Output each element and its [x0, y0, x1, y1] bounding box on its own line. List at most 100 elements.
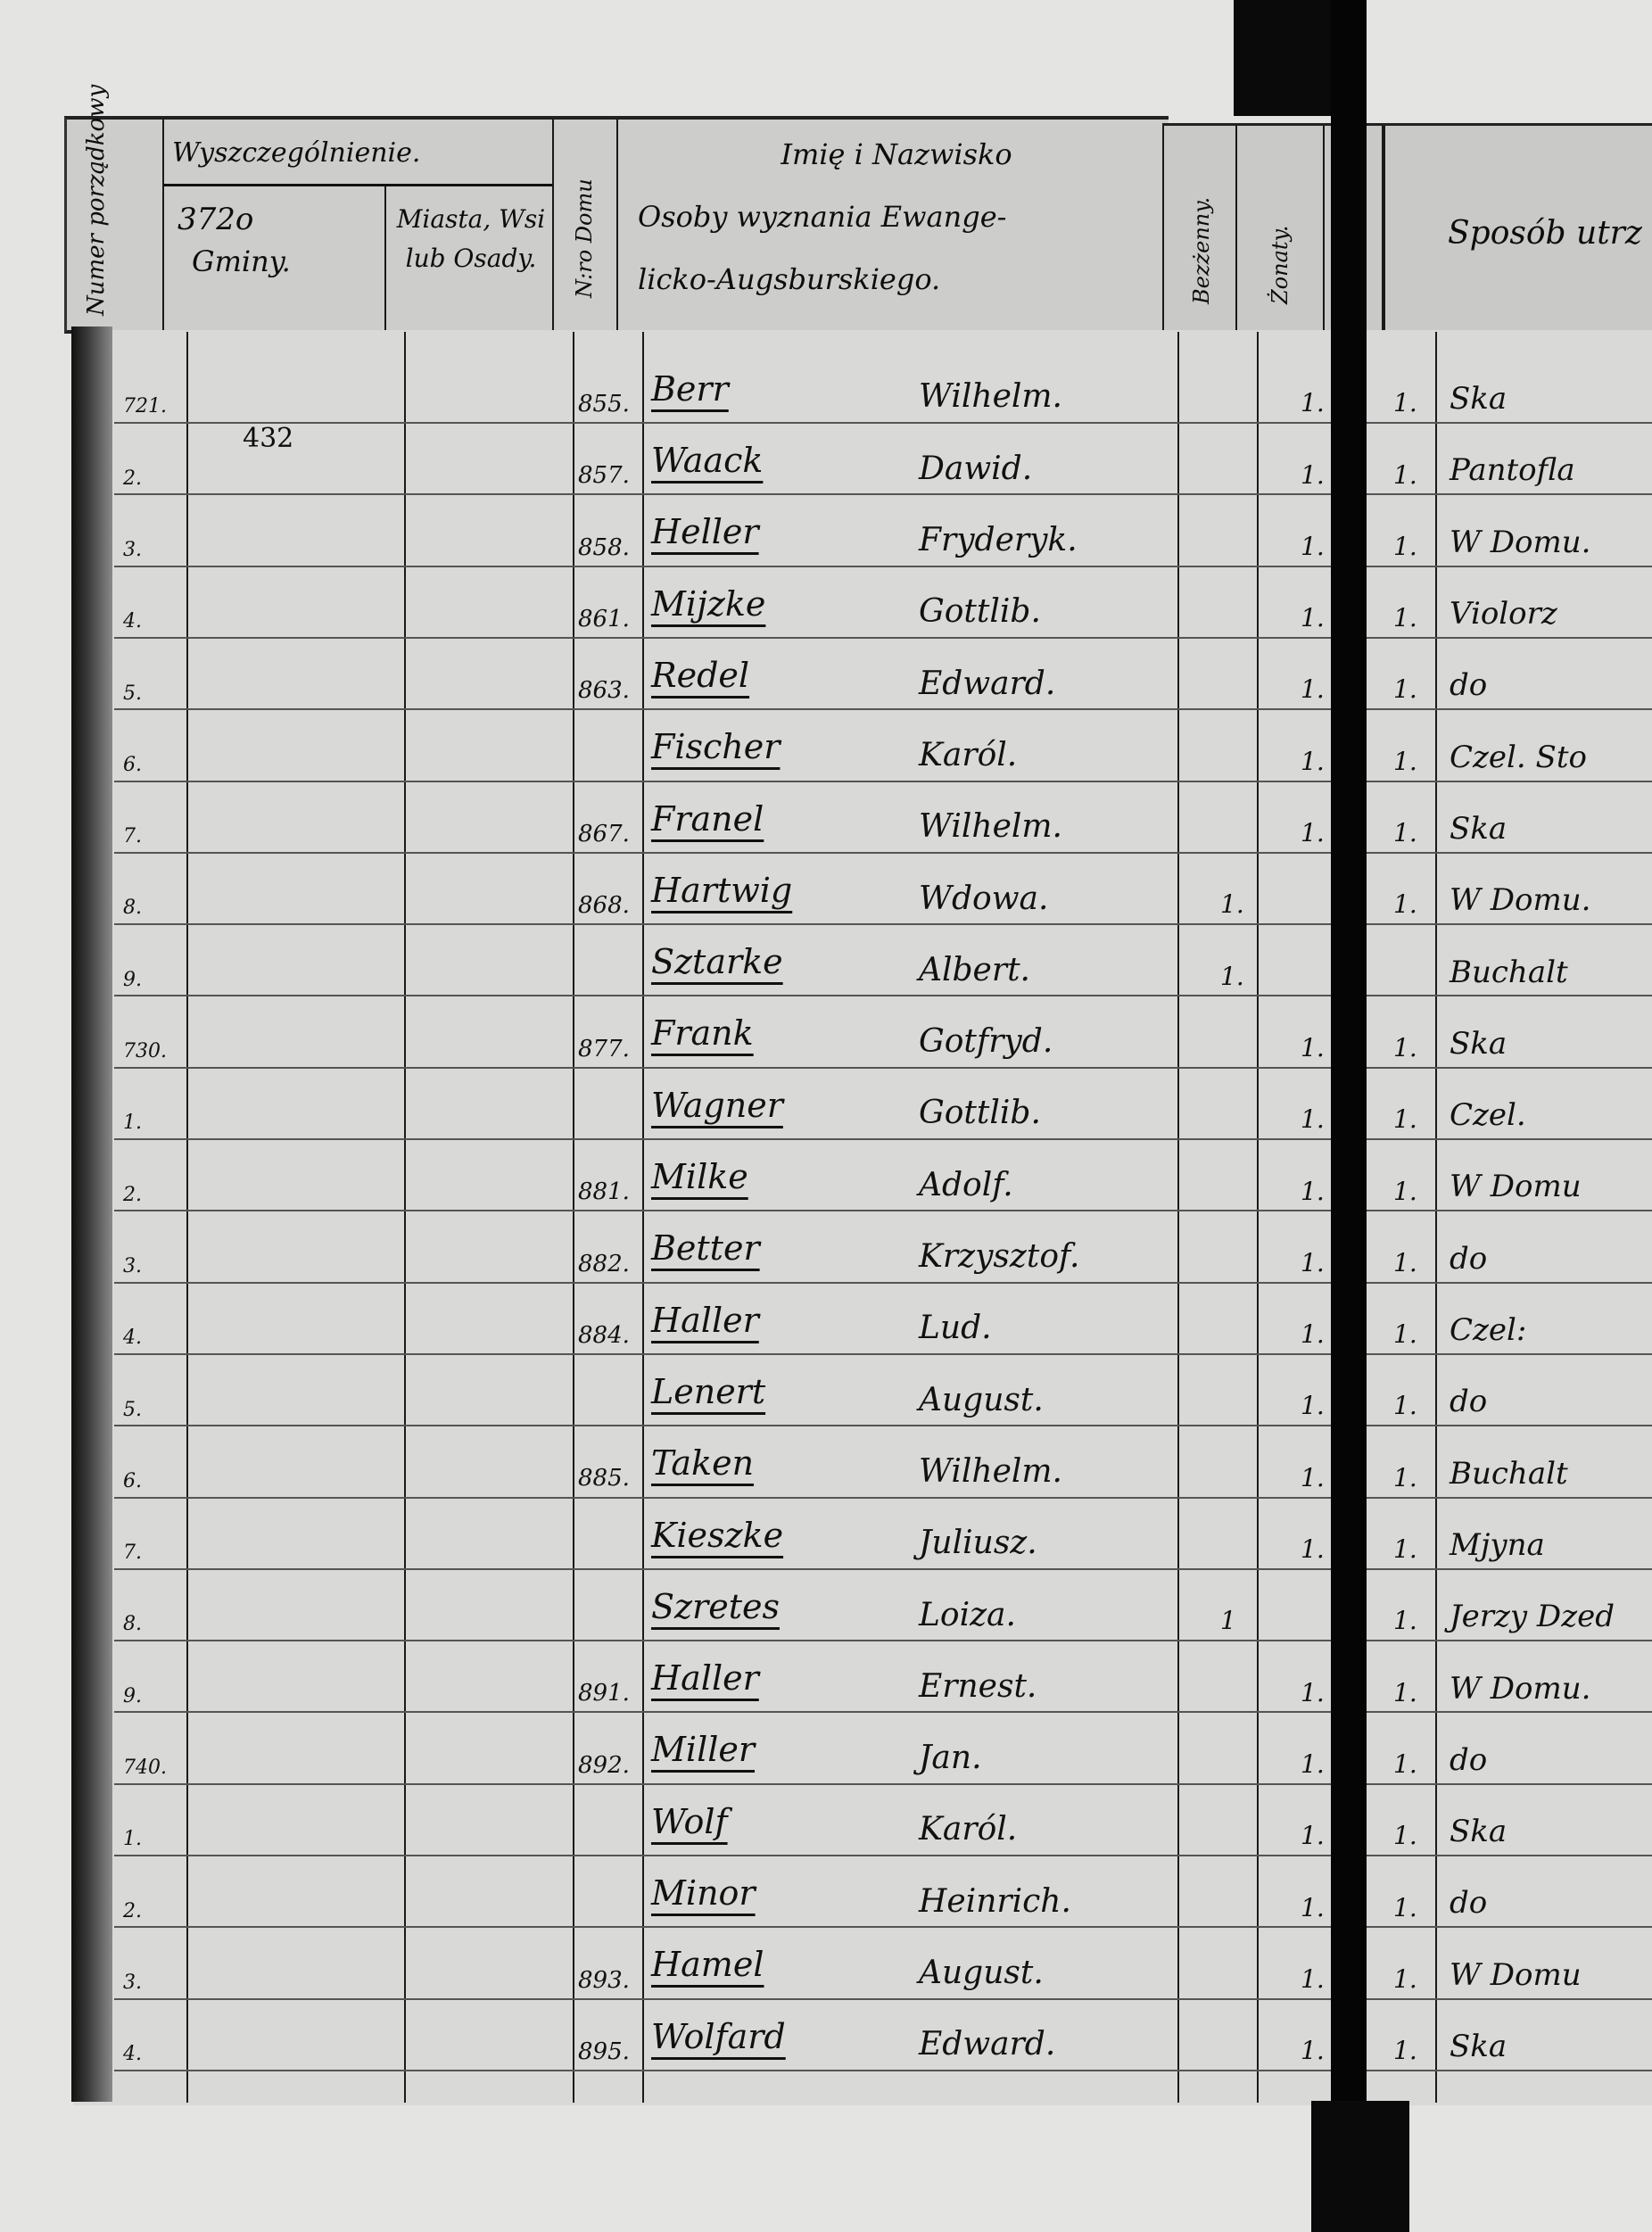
given-name: Albert.	[919, 951, 1030, 988]
column3-mark: 1.	[1393, 531, 1417, 561]
given-name: August.	[919, 1955, 1044, 1991]
column3-mark: 1.	[1393, 1677, 1417, 1707]
row-rule	[114, 923, 1652, 926]
occupation: do	[1450, 1384, 1488, 1420]
header-imie-line2: Osoby wyznania Ewange-	[638, 200, 1007, 234]
row-number: 7.	[123, 1542, 142, 1565]
bezzenny-mark: 1	[1220, 1606, 1236, 1636]
house-number: 877.	[578, 1035, 630, 1062]
zonaty-mark: 1.	[1301, 674, 1325, 705]
header-imie-line1: Imię i Nazwisko	[781, 137, 1012, 171]
occupation: Czel. Sto	[1450, 739, 1587, 775]
row-number: 4.	[123, 610, 142, 633]
occupation: Buchalt	[1450, 954, 1568, 990]
house-number: 858.	[578, 533, 630, 561]
zonaty-mark: 1.	[1301, 603, 1325, 633]
surname: Kieszke	[651, 1515, 784, 1555]
row-rule	[114, 1496, 1652, 1499]
row-number: 1.	[123, 1828, 142, 1851]
house-number: 885.	[578, 1465, 630, 1492]
column3-mark: 1.	[1393, 818, 1417, 847]
row-number: 5.	[123, 682, 142, 705]
row-rule	[114, 995, 1652, 997]
column3-mark: 1.	[1393, 459, 1417, 490]
column-divider	[1177, 332, 1179, 2103]
column-divider	[1435, 332, 1437, 2103]
divider	[1382, 126, 1385, 333]
house-number: 891.	[578, 1680, 630, 1707]
column3-mark: 1.	[1393, 1462, 1417, 1492]
row-number: 4.	[123, 2043, 142, 2066]
column3-mark: 1.	[1393, 1247, 1417, 1277]
row-number: 721.	[123, 395, 167, 418]
divider	[1323, 126, 1325, 333]
zonaty-mark: 1.	[1301, 459, 1325, 490]
house-number: 867.	[578, 820, 630, 847]
header-zonaty: Żonaty.	[1268, 225, 1293, 304]
binding-shadow	[1234, 0, 1332, 116]
given-name: Karól.	[919, 1811, 1018, 1848]
surname: Frank	[651, 1013, 754, 1054]
occupation: Buchalt	[1450, 1455, 1568, 1492]
divider	[616, 120, 618, 330]
header-imie-line3: licko-Augsburskiego.	[638, 262, 941, 296]
row-rule	[114, 2069, 1652, 2071]
divider	[1162, 126, 1164, 333]
row-number: 9.	[123, 1684, 142, 1707]
surname: Fischer	[651, 727, 781, 767]
row-rule	[114, 1281, 1652, 1284]
row-rule	[114, 1855, 1652, 1856]
zonaty-mark: 1.	[1301, 1821, 1325, 1851]
column3-mark: 1.	[1393, 1534, 1417, 1564]
zonaty-mark: 1.	[1301, 2036, 1325, 2066]
row-number: 8.	[123, 897, 142, 920]
occupation: Ska	[1450, 2029, 1507, 2064]
column-divider	[1257, 332, 1259, 2103]
given-name: Juliusz.	[919, 1525, 1037, 1562]
house-number: 895.	[578, 2038, 630, 2065]
row-number: 6.	[123, 1469, 142, 1492]
binding-shadow	[1311, 2101, 1409, 2232]
zonaty-mark: 1.	[1301, 746, 1325, 776]
column3-mark: 1.	[1393, 603, 1417, 633]
zonaty-mark: 1.	[1301, 1892, 1325, 1922]
row-rule	[114, 1567, 1652, 1570]
occupation: Ska	[1450, 810, 1507, 847]
given-name: Gottlib.	[919, 1095, 1041, 1132]
row-rule	[114, 780, 1652, 782]
column3-mark: 1.	[1393, 1176, 1417, 1206]
occupation: do	[1450, 1741, 1488, 1778]
column3-mark: 1.	[1393, 1821, 1417, 1851]
surname: Hamel	[651, 1945, 764, 1985]
given-name: Loiza.	[919, 1596, 1016, 1633]
surname: Heller	[651, 512, 759, 552]
zonaty-mark: 1.	[1301, 1462, 1325, 1492]
given-name: Wdowa.	[919, 880, 1049, 917]
row-rule	[114, 1425, 1652, 1427]
column3-mark: 1.	[1393, 1748, 1417, 1779]
row-number: 740.	[123, 1757, 167, 1779]
column3-mark: 1.	[1393, 1892, 1417, 1922]
row-rule	[114, 493, 1652, 496]
header-gminy: Gminy.	[192, 244, 291, 278]
row-rule	[114, 422, 1652, 424]
surname: Lenert	[651, 1371, 766, 1411]
column3-mark: 1.	[1393, 746, 1417, 776]
surname: Minor	[651, 1873, 756, 1913]
surname: Wagner	[651, 1085, 783, 1125]
given-name: Dawid.	[919, 450, 1033, 487]
row-rule	[114, 1711, 1652, 1714]
divider	[162, 120, 164, 330]
zonaty-mark: 1.	[1301, 1176, 1325, 1206]
house-number: 893.	[578, 1966, 630, 1994]
register-header: Numer porządkowy Wyszczególnienie. 372o …	[64, 85, 1169, 334]
column3-mark: 1.	[1393, 674, 1417, 705]
column3-mark: 1.	[1393, 1606, 1417, 1636]
header-sposob: Sposób utrz	[1448, 215, 1642, 252]
column-divider	[186, 332, 188, 2103]
zonaty-mark: 1.	[1301, 818, 1325, 847]
zonaty-mark: 1.	[1301, 1319, 1325, 1350]
register-body	[73, 330, 1652, 2105]
occupation: do	[1450, 667, 1488, 704]
column3-mark: 1.	[1393, 388, 1417, 418]
